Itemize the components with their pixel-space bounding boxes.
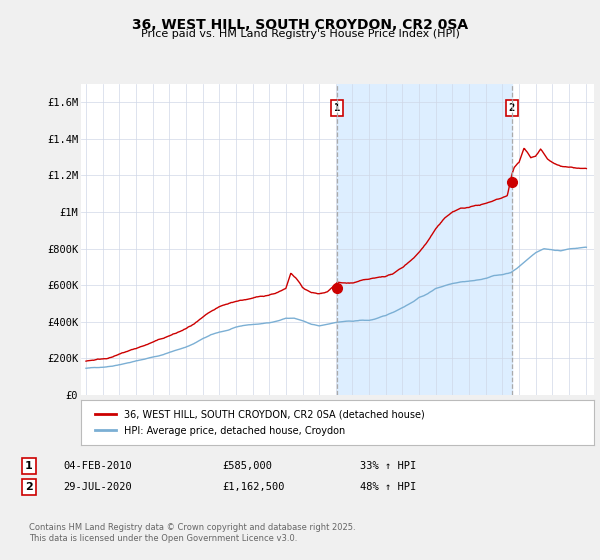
Text: 33% ↑ HPI: 33% ↑ HPI — [360, 461, 416, 471]
Text: 1: 1 — [25, 461, 32, 471]
Text: 36, WEST HILL, SOUTH CROYDON, CR2 0SA: 36, WEST HILL, SOUTH CROYDON, CR2 0SA — [132, 18, 468, 32]
Text: 2: 2 — [509, 103, 515, 113]
Text: £1,162,500: £1,162,500 — [222, 482, 284, 492]
Text: 48% ↑ HPI: 48% ↑ HPI — [360, 482, 416, 492]
Bar — [337, 84, 512, 395]
Text: 29-JUL-2020: 29-JUL-2020 — [63, 482, 132, 492]
Text: 04-FEB-2010: 04-FEB-2010 — [63, 461, 132, 471]
Text: £585,000: £585,000 — [222, 461, 272, 471]
Text: Price paid vs. HM Land Registry's House Price Index (HPI): Price paid vs. HM Land Registry's House … — [140, 29, 460, 39]
Text: 2: 2 — [25, 482, 32, 492]
Legend: 36, WEST HILL, SOUTH CROYDON, CR2 0SA (detached house), HPI: Average price, deta: 36, WEST HILL, SOUTH CROYDON, CR2 0SA (d… — [91, 406, 428, 440]
Text: 1: 1 — [334, 103, 340, 113]
Text: Contains HM Land Registry data © Crown copyright and database right 2025.
This d: Contains HM Land Registry data © Crown c… — [29, 524, 355, 543]
